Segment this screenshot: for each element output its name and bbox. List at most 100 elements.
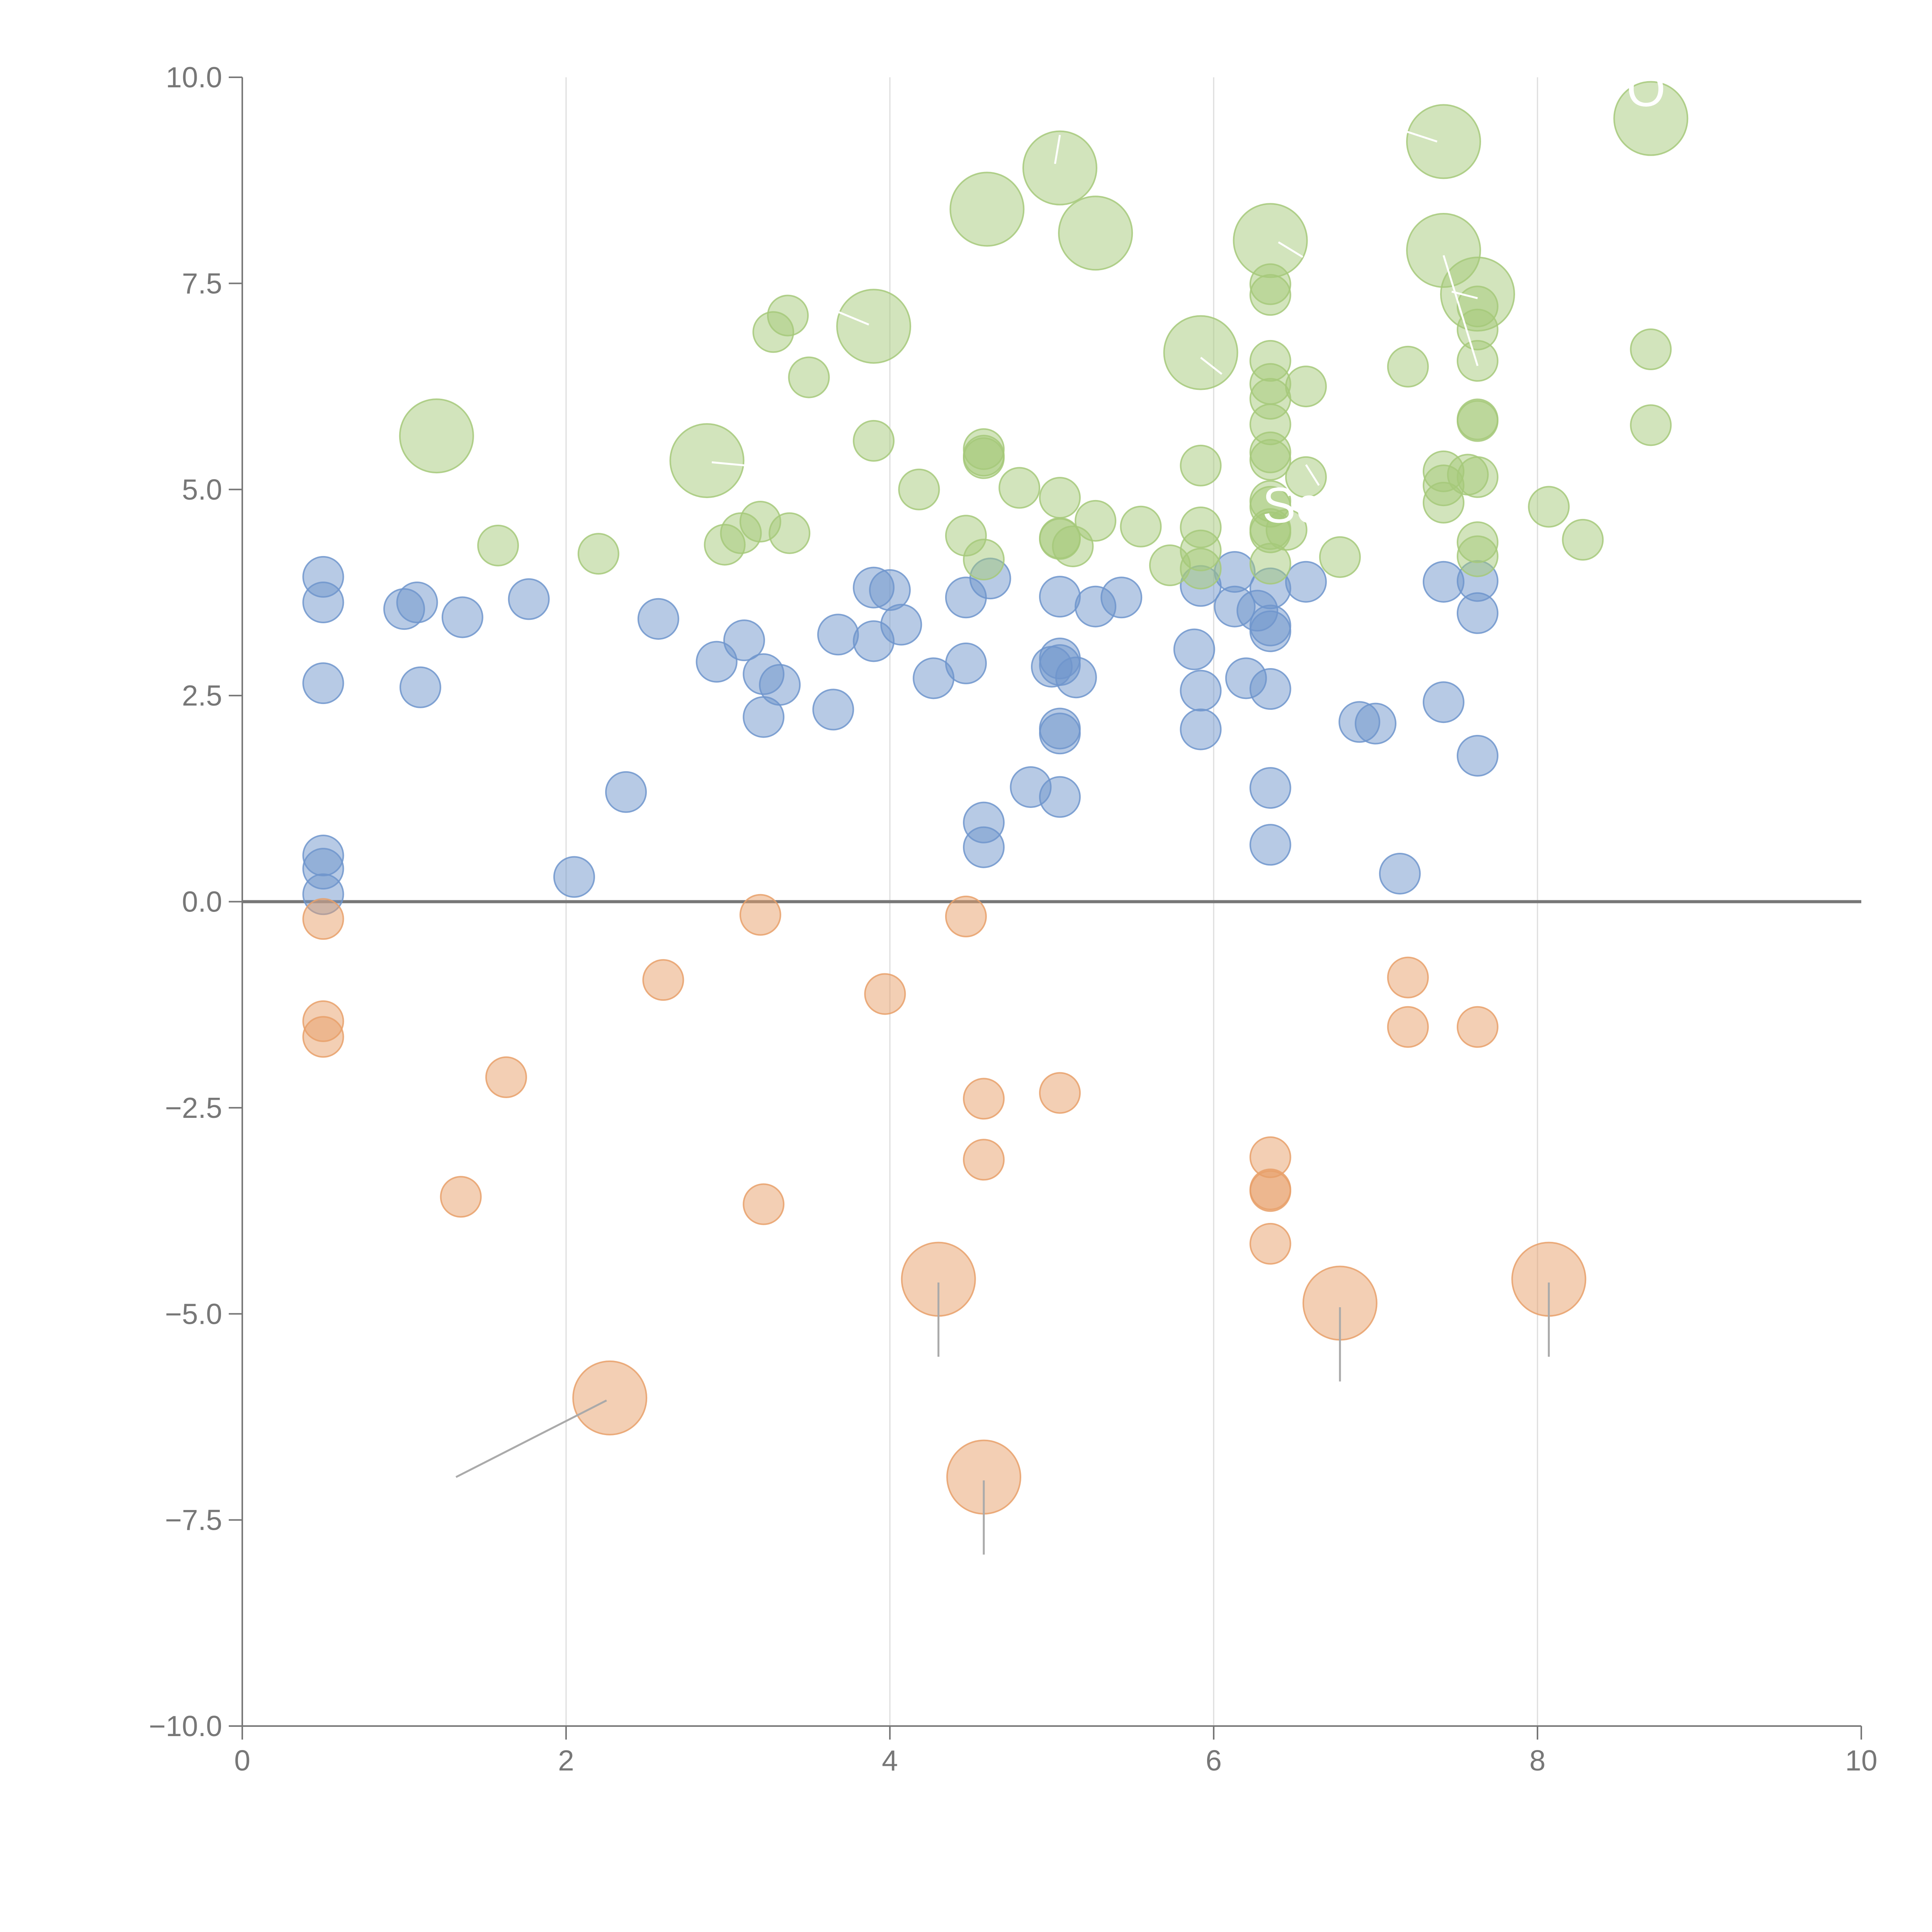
blue-point	[605, 771, 647, 813]
leader-line	[455, 1400, 607, 1478]
blue-point	[1456, 735, 1498, 777]
green-highlight-point	[1613, 81, 1689, 156]
blue-point	[1249, 824, 1291, 866]
leader-lines	[455, 124, 1550, 1555]
green-point	[1562, 519, 1604, 561]
leader-line	[1054, 134, 1061, 164]
orange-point	[1249, 1170, 1291, 1212]
green-point	[1456, 400, 1498, 442]
blue-point	[1379, 852, 1421, 895]
orange-point	[739, 894, 781, 936]
orange-point	[1387, 1006, 1429, 1048]
orange-point	[963, 1078, 1005, 1120]
leader-line	[825, 305, 869, 326]
y-tick-label: 5.0	[182, 473, 222, 506]
blue-point	[1180, 670, 1222, 712]
green-point	[1387, 345, 1429, 388]
green-highlight-point	[1163, 315, 1238, 390]
green-point	[1319, 536, 1361, 578]
green-highlight-point	[669, 423, 745, 498]
blue-point	[1180, 708, 1222, 750]
blue-point	[1249, 668, 1291, 710]
leader-line	[711, 461, 756, 468]
green-point	[1528, 486, 1570, 528]
y-tick-label: 7.5	[182, 267, 222, 299]
blue-point	[1285, 561, 1327, 603]
annotation-label: O	[1626, 61, 1665, 117]
blue-point	[441, 596, 483, 638]
green-point	[963, 437, 1005, 479]
blue-point	[723, 619, 765, 662]
orange-point	[1039, 1072, 1081, 1114]
green-point	[898, 468, 940, 510]
orange-point	[963, 1139, 1005, 1181]
y-tick-label: 2.5	[182, 679, 222, 712]
blue-point	[812, 689, 854, 731]
orange-point	[1249, 1223, 1291, 1265]
orange-point	[1387, 956, 1429, 998]
green-highlight-point	[836, 289, 912, 364]
orange-point	[642, 959, 684, 1001]
blue-point	[1456, 592, 1498, 634]
x-tick-label: 8	[1529, 1744, 1546, 1777]
leader-line	[1200, 357, 1223, 375]
blue-point	[302, 662, 344, 704]
blue-point	[508, 578, 550, 620]
x-tick-label: 6	[1206, 1744, 1222, 1777]
blue-point	[302, 582, 344, 624]
green-point	[769, 512, 811, 554]
orange-point	[743, 1183, 785, 1225]
x-tick-label: 4	[882, 1744, 898, 1777]
green-point	[477, 524, 519, 566]
green-point	[1285, 366, 1327, 408]
green-highlight-point	[1233, 203, 1308, 278]
blue-point	[637, 598, 679, 640]
blue-point	[759, 664, 801, 706]
green-point	[1630, 328, 1672, 371]
blue-point	[880, 604, 922, 646]
green-point	[577, 533, 619, 575]
green-point	[998, 467, 1041, 509]
axes: −10.0 −7.5 −5.0 −2.5 0.0 2.5 5.0 7.5 10.0 0 2 4 6 8 10	[149, 61, 1878, 1777]
green-highlight-point	[1440, 257, 1515, 332]
green-point	[1249, 274, 1291, 316]
blue-point	[1422, 681, 1464, 723]
green-point	[1265, 509, 1308, 551]
blue-point	[1173, 628, 1215, 670]
green-point	[1456, 340, 1498, 382]
blue-point	[553, 856, 595, 898]
orange-highlight-point	[572, 1360, 648, 1435]
orange-point	[302, 898, 344, 940]
blue-point	[1355, 702, 1396, 745]
blue-point	[399, 666, 441, 708]
orange-point	[945, 895, 987, 937]
y-tick-label: −5.0	[165, 1298, 222, 1330]
green-point	[853, 420, 895, 462]
blue-point	[817, 614, 859, 656]
blue-point	[963, 826, 1005, 868]
green-point	[1039, 477, 1081, 519]
green-highlight-point	[1406, 104, 1481, 179]
orange-point	[302, 1016, 344, 1058]
leader-line	[1442, 255, 1479, 366]
blue-point	[1039, 776, 1081, 818]
leader-line	[1305, 464, 1320, 486]
green-point	[788, 356, 830, 398]
annotation-label: Sc	[1262, 477, 1321, 533]
green-point	[1630, 404, 1672, 446]
green-point	[1075, 500, 1117, 542]
green-point	[1422, 481, 1464, 524]
y-tick-label: −7.5	[165, 1504, 222, 1536]
leader-line	[1278, 241, 1303, 258]
green-point	[767, 294, 809, 337]
green-highlight-point	[399, 398, 474, 474]
leader-line	[1386, 124, 1438, 143]
blue-point	[1039, 713, 1081, 755]
blue-point	[945, 642, 987, 684]
blue-point	[1055, 656, 1097, 699]
orange-point	[864, 973, 906, 1015]
blue-point	[1100, 577, 1143, 619]
orange-point	[1456, 1006, 1498, 1048]
annotations: Sc O	[1262, 61, 1666, 533]
green-point	[963, 539, 1005, 581]
